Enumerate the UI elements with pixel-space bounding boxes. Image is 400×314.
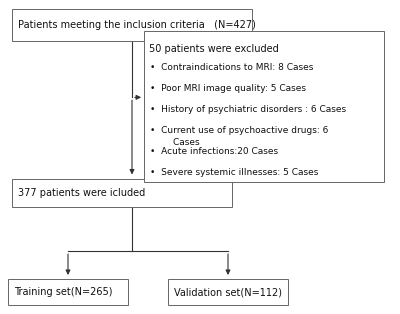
Text: Cases: Cases xyxy=(150,138,200,147)
Text: •  Current use of psychoactive drugs: 6: • Current use of psychoactive drugs: 6 xyxy=(150,126,328,135)
Text: 50 patients were excluded: 50 patients were excluded xyxy=(149,44,279,54)
FancyBboxPatch shape xyxy=(144,31,384,182)
Text: Training set(N=265): Training set(N=265) xyxy=(14,287,112,297)
FancyBboxPatch shape xyxy=(12,179,232,207)
FancyBboxPatch shape xyxy=(8,279,128,305)
Text: Patients meeting the inclusion criteria   (N=427): Patients meeting the inclusion criteria … xyxy=(18,20,256,30)
Text: Validation set(N=112): Validation set(N=112) xyxy=(174,287,282,297)
Text: •  Severe systemic illnesses: 5 Cases: • Severe systemic illnesses: 5 Cases xyxy=(150,168,318,177)
FancyBboxPatch shape xyxy=(168,279,288,305)
Text: •  Contraindications to MRI: 8 Cases: • Contraindications to MRI: 8 Cases xyxy=(150,63,313,72)
Text: •  Poor MRI image quality: 5 Cases: • Poor MRI image quality: 5 Cases xyxy=(150,84,306,93)
Text: •  Acute infections:20 Cases: • Acute infections:20 Cases xyxy=(150,147,278,156)
FancyBboxPatch shape xyxy=(12,9,252,41)
Text: •  History of psychiatric disorders : 6 Cases: • History of psychiatric disorders : 6 C… xyxy=(150,105,346,114)
Text: 377 patients were icluded: 377 patients were icluded xyxy=(18,188,145,198)
